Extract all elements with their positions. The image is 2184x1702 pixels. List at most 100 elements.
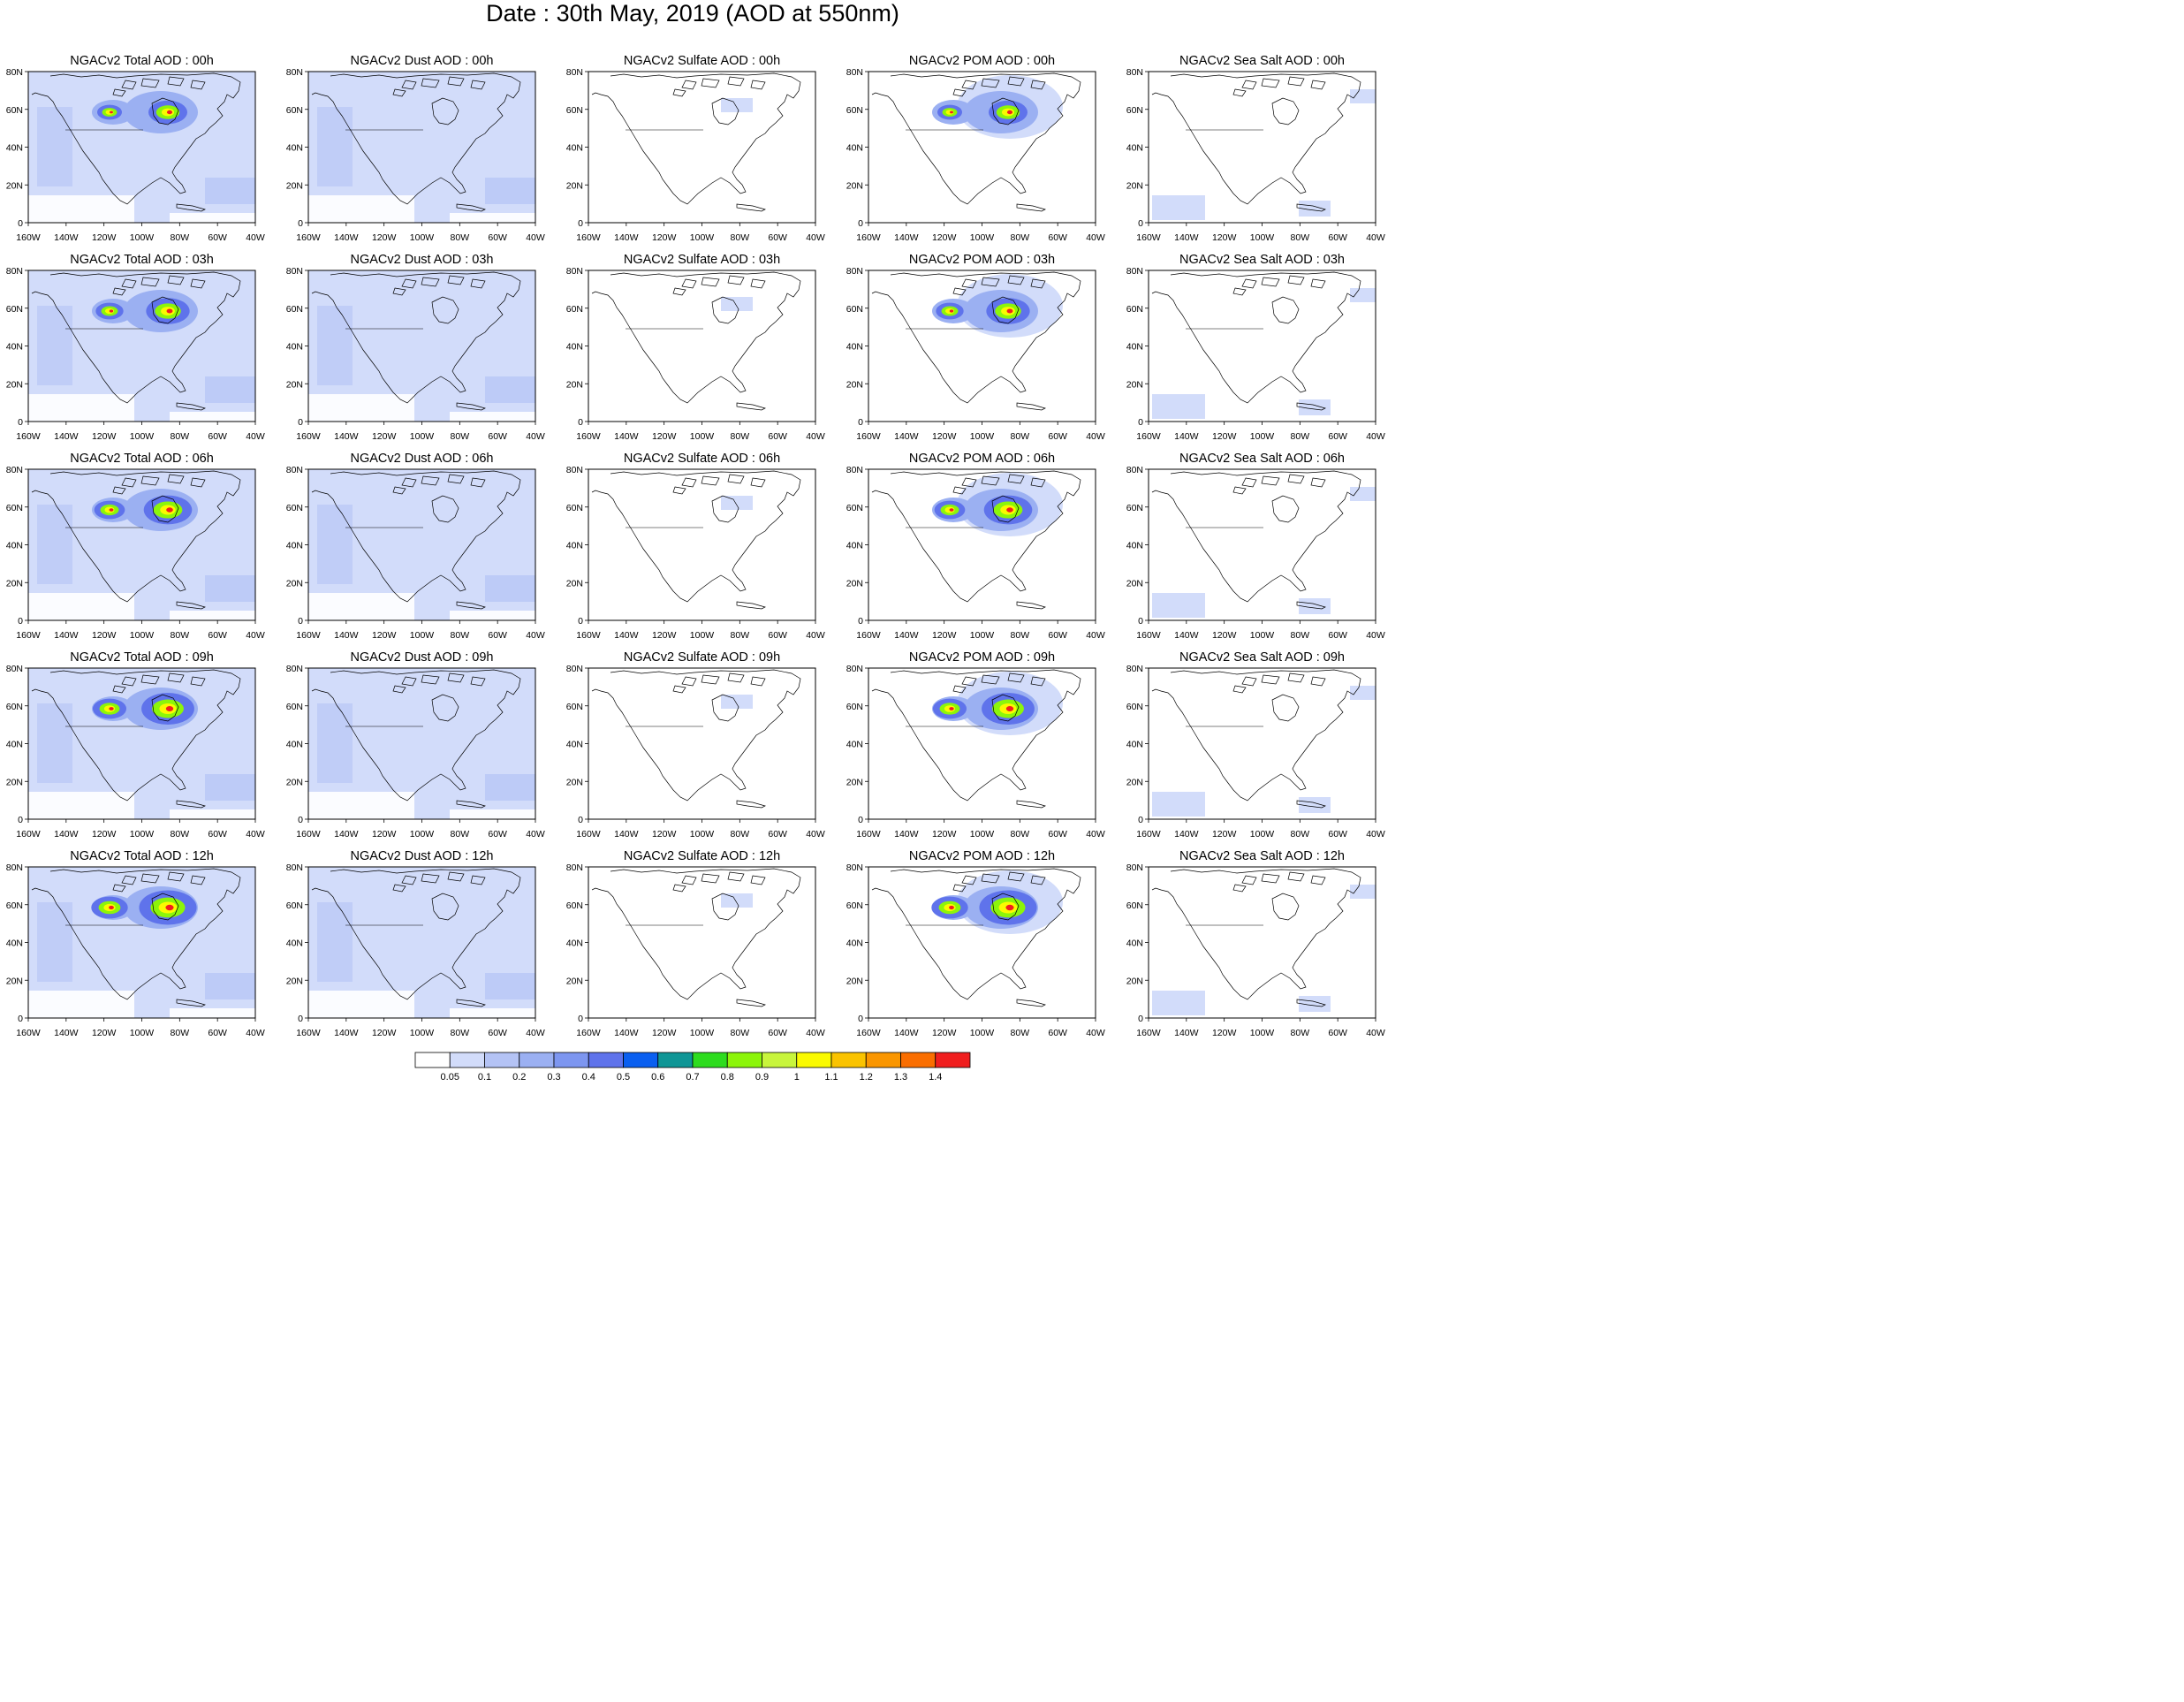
x-tick-label: 80W xyxy=(1011,232,1030,243)
clean-air-region xyxy=(28,195,134,223)
y-tick-label: 20N xyxy=(1126,976,1143,986)
y-tick-label: 60N xyxy=(286,900,303,911)
y-tick-label: 60N xyxy=(6,900,23,911)
y-tick-label: 80N xyxy=(566,266,583,277)
smoke-plume-peak xyxy=(949,508,954,512)
colorbar-swatch xyxy=(865,1052,901,1068)
x-tick-label: 120W xyxy=(92,630,117,641)
panel-title: NGACv2 Dust AOD : 03h xyxy=(351,253,494,267)
x-tick-label: 120W xyxy=(932,630,957,641)
y-tick-label: 80N xyxy=(6,465,23,475)
x-tick-label: 60W xyxy=(488,829,507,840)
x-tick-label: 160W xyxy=(1136,630,1161,641)
colorbar-label: 1.4 xyxy=(929,1072,942,1081)
x-tick-label: 80W xyxy=(1011,1028,1030,1038)
y-tick-label: 20N xyxy=(286,578,303,589)
x-tick-label: 40W xyxy=(246,630,265,641)
x-tick-label: 80W xyxy=(171,232,190,243)
y-tick-label: 0 xyxy=(1138,815,1143,825)
x-tick-label: 140W xyxy=(614,431,639,442)
map-panel-sulfate-row-3: NGACv2 Sulfate AOD : 09h 160W 140W 120W 100W… xyxy=(566,650,825,840)
y-tick-label: 0 xyxy=(18,815,23,825)
x-tick-label: 140W xyxy=(334,829,359,840)
x-tick-label: 140W xyxy=(334,1028,359,1038)
x-tick-label: 100W xyxy=(410,431,435,442)
y-tick-label: 20N xyxy=(6,777,23,787)
x-tick-label: 140W xyxy=(54,829,79,840)
y-tick-label: 60N xyxy=(846,900,863,911)
x-tick-label: 100W xyxy=(690,232,715,243)
y-tick-label: 80N xyxy=(1126,862,1143,873)
x-tick-label: 120W xyxy=(92,829,117,840)
x-tick-label: 60W xyxy=(1328,232,1347,243)
map-panel-sulfate-row-1: NGACv2 Sulfate AOD : 03h 160W 140W 120W 100W… xyxy=(566,253,825,442)
y-tick-label: 40N xyxy=(566,740,583,750)
x-tick-label: 40W xyxy=(246,829,265,840)
clean-air-region xyxy=(450,213,535,223)
smoke-plume-peak xyxy=(165,706,174,711)
x-tick-label: 100W xyxy=(690,431,715,442)
x-tick-label: 80W xyxy=(1291,431,1310,442)
y-tick-label: 40N xyxy=(846,342,863,353)
aod-patch xyxy=(485,178,535,204)
aod-patch xyxy=(485,774,535,801)
x-tick-label: 100W xyxy=(970,829,995,840)
x-tick-label: 80W xyxy=(731,829,750,840)
x-tick-label: 60W xyxy=(488,630,507,641)
y-tick-label: 0 xyxy=(578,1014,583,1024)
y-tick-label: 40N xyxy=(6,143,23,154)
aod-patch xyxy=(317,306,353,385)
panel-title: NGACv2 Dust AOD : 06h xyxy=(351,452,494,466)
y-tick-label: 80N xyxy=(6,664,23,674)
x-tick-label: 140W xyxy=(1174,630,1199,641)
colorbar-swatch xyxy=(553,1052,589,1068)
x-tick-label: 60W xyxy=(768,829,787,840)
x-tick-label: 160W xyxy=(296,829,321,840)
aod-patch xyxy=(721,893,753,908)
clean-air-region xyxy=(308,991,414,1018)
x-tick-label: 60W xyxy=(208,431,227,442)
clean-air-region xyxy=(28,394,134,422)
y-tick-label: 60N xyxy=(286,304,303,315)
panel-title: NGACv2 Sea Salt AOD : 06h xyxy=(1179,452,1345,466)
x-tick-label: 80W xyxy=(1291,630,1310,641)
clean-air-region xyxy=(450,611,535,620)
y-tick-label: 40N xyxy=(846,938,863,949)
colorbar-swatch xyxy=(414,1052,451,1068)
y-tick-label: 0 xyxy=(298,616,303,627)
y-tick-label: 20N xyxy=(846,379,863,390)
aod-patch xyxy=(1152,593,1205,618)
x-tick-label: 40W xyxy=(1366,829,1385,840)
x-tick-label: 100W xyxy=(1250,232,1275,243)
x-tick-label: 80W xyxy=(731,431,750,442)
y-tick-label: 60N xyxy=(566,900,583,911)
clean-air-region xyxy=(170,213,255,223)
x-tick-label: 160W xyxy=(1136,1028,1161,1038)
y-tick-label: 20N xyxy=(566,578,583,589)
panel-title: NGACv2 Sulfate AOD : 00h xyxy=(624,54,780,68)
x-tick-label: 140W xyxy=(54,1028,79,1038)
y-tick-label: 0 xyxy=(578,417,583,428)
y-tick-label: 20N xyxy=(846,180,863,191)
x-tick-label: 160W xyxy=(16,630,41,641)
aod-patch xyxy=(317,505,353,584)
colorbar-label: 0.9 xyxy=(755,1072,769,1081)
y-tick-label: 0 xyxy=(18,1014,23,1024)
x-tick-label: 80W xyxy=(451,431,470,442)
x-tick-label: 160W xyxy=(16,829,41,840)
x-tick-label: 60W xyxy=(1328,431,1347,442)
y-tick-label: 80N xyxy=(6,862,23,873)
y-tick-label: 0 xyxy=(18,417,23,428)
colorbar-label: 1 xyxy=(794,1072,800,1081)
aod-patch xyxy=(205,575,255,602)
x-tick-label: 40W xyxy=(526,431,545,442)
x-tick-label: 80W xyxy=(451,630,470,641)
x-tick-label: 40W xyxy=(806,431,825,442)
x-tick-label: 60W xyxy=(768,1028,787,1038)
x-tick-label: 160W xyxy=(856,630,881,641)
aod-patch xyxy=(1299,996,1331,1012)
x-tick-label: 100W xyxy=(130,829,155,840)
y-tick-label: 0 xyxy=(298,815,303,825)
y-tick-label: 40N xyxy=(566,143,583,154)
x-tick-label: 60W xyxy=(768,431,787,442)
